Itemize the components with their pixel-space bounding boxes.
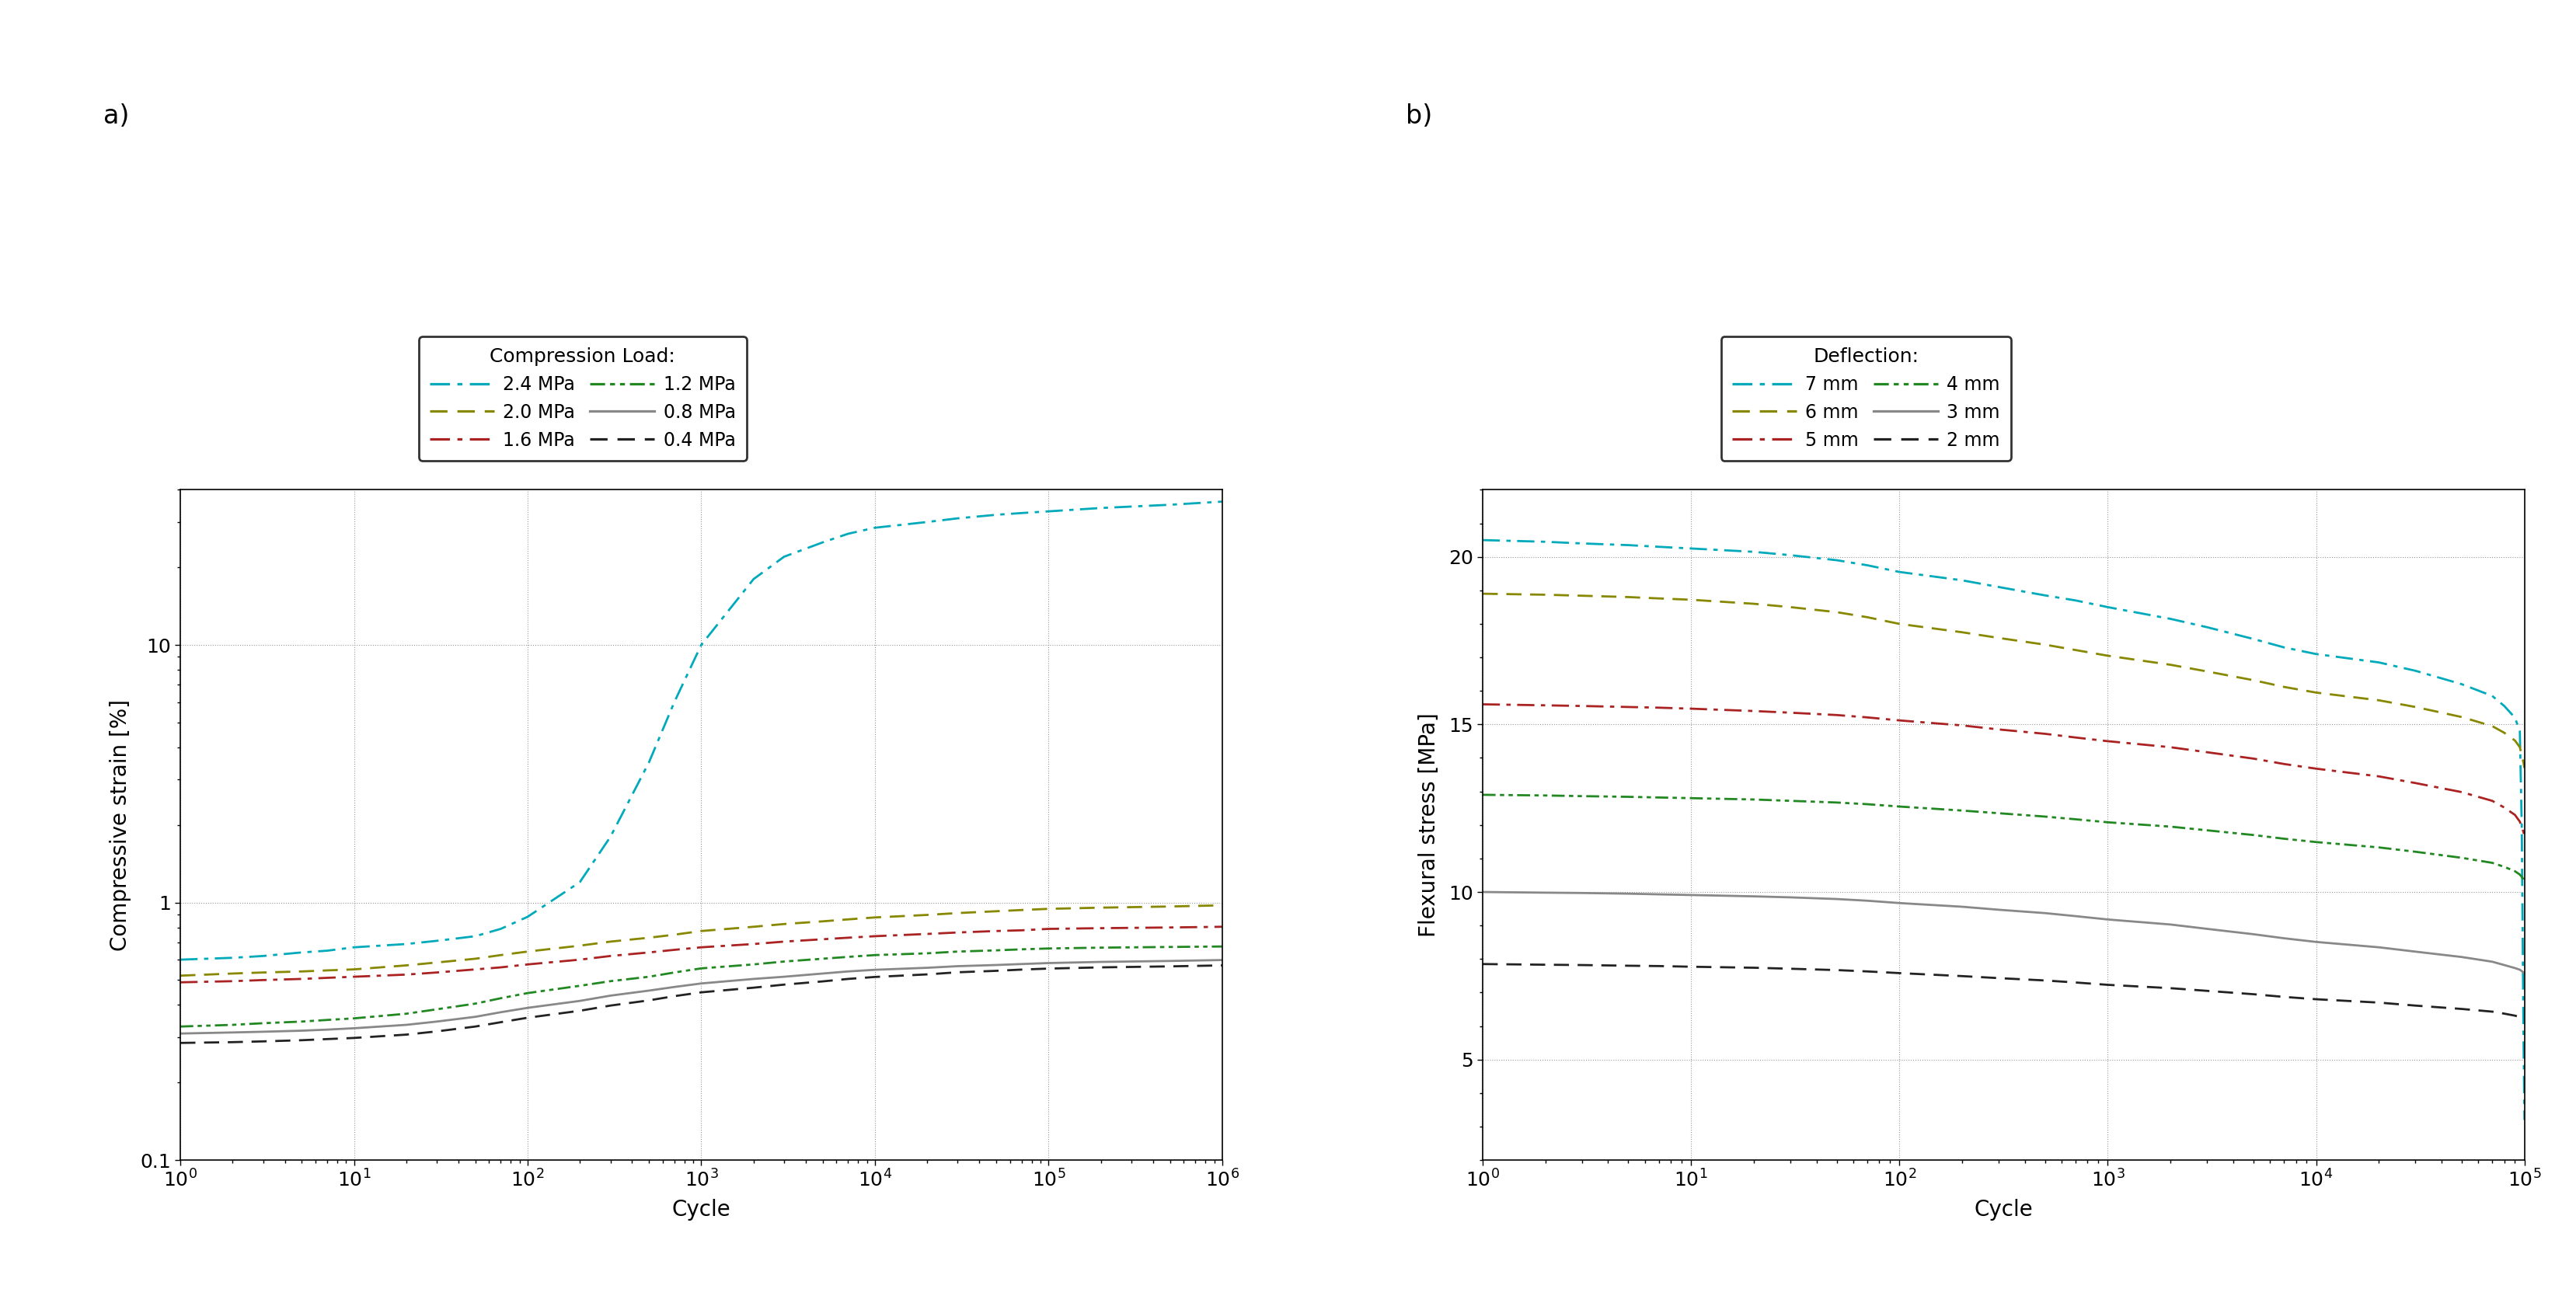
X-axis label: Cycle: Cycle	[672, 1199, 732, 1221]
Text: b): b)	[1406, 103, 1432, 129]
Legend: 2.4 MPa, 2.0 MPa, 1.6 MPa, 1.2 MPa, 0.8 MPa, 0.4 MPa: 2.4 MPa, 2.0 MPa, 1.6 MPa, 1.2 MPa, 0.8 …	[420, 336, 747, 460]
Legend: 7 mm, 6 mm, 5 mm, 4 mm, 3 mm, 2 mm: 7 mm, 6 mm, 5 mm, 4 mm, 3 mm, 2 mm	[1721, 336, 2012, 460]
Y-axis label: Compressive strain [%]: Compressive strain [%]	[111, 699, 131, 951]
Text: a): a)	[103, 103, 129, 129]
Y-axis label: Flexural stress [MPa]: Flexural stress [MPa]	[1419, 713, 1440, 937]
X-axis label: Cycle: Cycle	[1973, 1199, 2032, 1221]
